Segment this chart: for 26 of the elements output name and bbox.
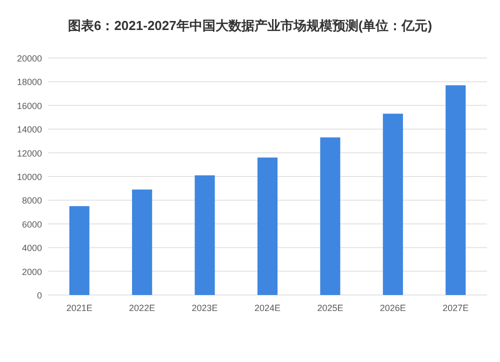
bar <box>132 190 152 295</box>
y-tick-label: 12000 <box>16 148 42 158</box>
y-tick-label: 16000 <box>16 100 42 111</box>
x-tick-label: 2026E <box>380 303 406 313</box>
y-tick-label: 14000 <box>16 124 42 135</box>
chart-title: 图表6：2021-2027年中国大数据产业市场规模预测(单位：亿元) <box>68 18 432 33</box>
bar <box>446 85 466 295</box>
x-tick-label: 2025E <box>317 303 344 313</box>
x-tick-label: 2024E <box>254 303 281 313</box>
y-tick-label: 20000 <box>16 54 42 64</box>
bar <box>69 206 90 295</box>
y-tick-label: 8000 <box>22 196 42 206</box>
bar <box>382 114 403 295</box>
y-tick-label: 18000 <box>16 77 42 88</box>
y-tick-label: 4000 <box>22 243 42 254</box>
bar <box>194 175 215 295</box>
x-tick-label: 2022E <box>129 303 156 313</box>
bar <box>257 158 278 295</box>
y-tick-label: 6000 <box>22 219 42 230</box>
bar <box>320 137 340 295</box>
y-tick-label: 10000 <box>16 172 42 182</box>
y-tick-label: 2000 <box>22 266 42 277</box>
y-tick-label: 0 <box>36 290 42 300</box>
x-tick-label: 2021E <box>66 303 92 313</box>
x-tick-label: 2023E <box>192 303 218 313</box>
x-tick-label: 2027E <box>442 303 469 313</box>
